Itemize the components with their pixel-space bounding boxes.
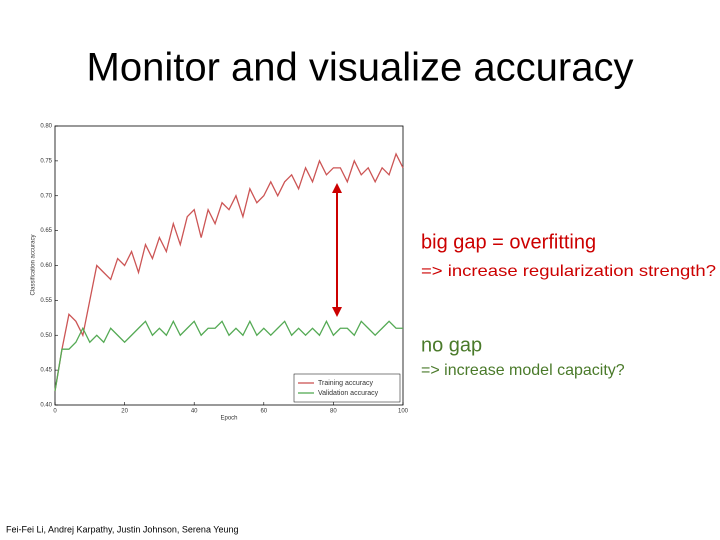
y-tick-label: 0.40 bbox=[40, 403, 52, 409]
x-tick-label: 80 bbox=[330, 409, 337, 415]
y-tick-label: 0.55 bbox=[40, 298, 52, 304]
arrow-head bbox=[332, 183, 342, 193]
annotation-action: => increase model capacity? bbox=[421, 362, 625, 379]
x-tick-label: 40 bbox=[191, 409, 198, 415]
x-tick-label: 0 bbox=[53, 409, 57, 415]
legend-label: Validation accuracy bbox=[318, 390, 379, 397]
y-tick-label: 0.65 bbox=[40, 228, 52, 234]
legend-label: Training accuracy bbox=[318, 380, 373, 387]
x-tick-label: 60 bbox=[260, 409, 267, 415]
y-tick-label: 0.50 bbox=[40, 333, 52, 339]
y-tick-label: 0.80 bbox=[40, 124, 52, 130]
x-tick-label: 20 bbox=[121, 409, 128, 415]
y-tick-label: 0.60 bbox=[40, 263, 52, 269]
x-axis-label: Epoch bbox=[220, 416, 237, 422]
series-line bbox=[54, 319, 403, 392]
y-axis-label: Classification accuracy bbox=[31, 234, 37, 295]
annotation-title: no gap bbox=[421, 334, 482, 356]
legend-box bbox=[293, 373, 401, 403]
y-tick-label: 0.75 bbox=[40, 158, 52, 164]
series-line bbox=[54, 152, 404, 392]
y-tick-label: 0.70 bbox=[40, 193, 52, 199]
arrow-head bbox=[332, 307, 342, 317]
footer: Fei-Fei Li, Andrej Karpathy, Justin John… bbox=[6, 524, 238, 534]
y-tick-label: 0.45 bbox=[40, 368, 52, 374]
x-tick-label: 100 bbox=[398, 409, 409, 415]
plot-area bbox=[54, 125, 404, 406]
slide-title: Monitor and visualize accuracy bbox=[87, 46, 634, 90]
annotation-title: big gap = overfitting bbox=[421, 231, 596, 253]
annotation-action: => increase regularization strength? bbox=[421, 263, 716, 280]
